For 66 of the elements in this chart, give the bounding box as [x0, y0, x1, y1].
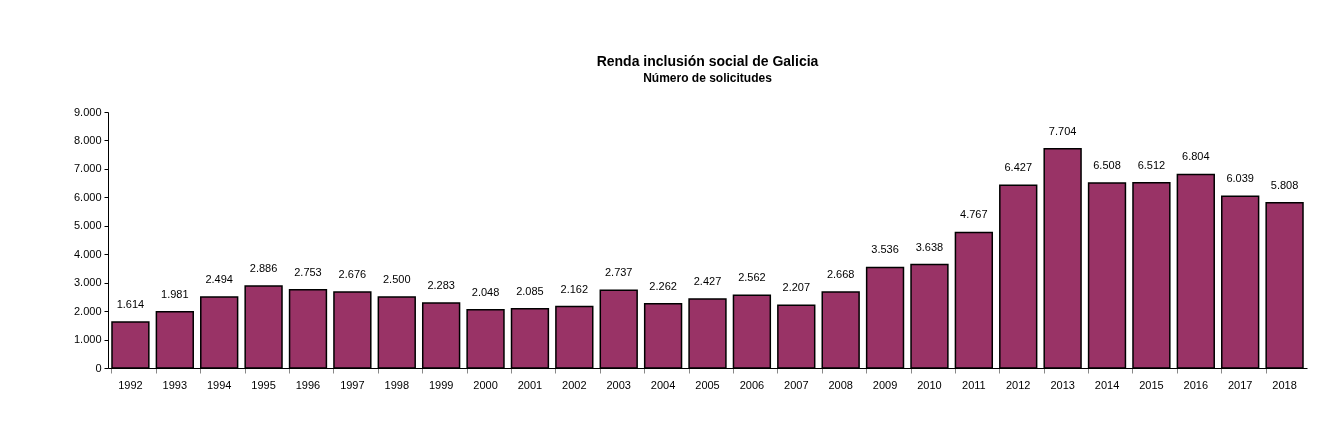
data-label: 2.262	[649, 279, 677, 292]
data-label: 4.767	[960, 208, 988, 221]
data-label: 2.500	[383, 272, 411, 285]
data-label: 2.162	[560, 282, 589, 295]
data-label: 1.981	[161, 287, 189, 300]
data-label: 1.614	[116, 298, 145, 311]
x-tick-label: 2009	[872, 378, 898, 391]
data-label: 3.638	[915, 240, 944, 253]
chart-subtitle: Número de solicitudes	[643, 71, 773, 85]
y-tick-label: 9.000	[73, 105, 102, 118]
y-tick-label: 2.000	[73, 304, 102, 317]
data-label: 2.085	[516, 284, 544, 297]
x-tick-label: 2005	[695, 378, 720, 391]
x-tick-label: 2001	[517, 378, 543, 391]
x-tick-label: 2012	[1005, 378, 1031, 391]
x-tick-label: 2016	[1183, 378, 1209, 391]
y-tick-label: 1.000	[73, 333, 102, 346]
x-tick-label: 1996	[295, 378, 321, 391]
data-label: 2.207	[782, 281, 811, 294]
data-label: 2.427	[693, 274, 722, 287]
x-tick-label: 2000	[473, 378, 498, 391]
y-tick-label: 4.000	[73, 247, 102, 260]
data-label: 6.508	[1093, 158, 1121, 171]
data-label: 2.048	[471, 285, 500, 298]
y-tick-label: 6.000	[73, 190, 102, 203]
data-label: 6.039	[1226, 172, 1254, 185]
y-tick-label: 5.000	[73, 219, 102, 232]
x-tick-label: 1993	[162, 378, 188, 391]
x-tick-label: 2002	[562, 378, 587, 391]
data-label: 6.804	[1182, 150, 1210, 163]
data-label: 2.737	[604, 266, 633, 279]
x-tick-label: 1998	[384, 378, 410, 391]
x-tick-label: 2018	[1272, 378, 1297, 391]
data-label: 2.668	[826, 268, 855, 281]
x-tick-label: 2010	[917, 378, 942, 391]
y-tick-label: 3.000	[73, 276, 102, 289]
x-tick-label: 1997	[340, 378, 365, 391]
x-tick-label: 2011	[962, 378, 986, 391]
data-label: 7.704	[1048, 124, 1077, 137]
data-label: 2.283	[427, 279, 455, 292]
x-tick-label: 1999	[428, 378, 454, 391]
x-tick-label: 2013	[1050, 378, 1075, 391]
x-tick-label: 2008	[828, 378, 853, 391]
y-tick-label: 0	[95, 361, 102, 374]
data-label: 2.886	[249, 261, 278, 274]
x-tick-label: 2017	[1227, 378, 1253, 391]
x-tick-label: 1995	[251, 378, 276, 391]
data-label: 2.753	[294, 265, 322, 278]
data-label: 2.494	[205, 273, 233, 286]
data-label: 2.562	[738, 271, 766, 284]
x-tick-label: 2014	[1094, 378, 1120, 391]
x-tick-label: 2003	[606, 378, 631, 391]
data-label: 5.808	[1270, 178, 1299, 191]
x-tick-label: 2015	[1139, 378, 1164, 391]
data-label: 2.676	[338, 267, 367, 280]
x-tick-label: 1994	[206, 378, 232, 391]
chart-title: Renda inclusión social de Galicia	[596, 53, 819, 69]
data-label: 3.536	[871, 243, 899, 256]
data-label: 6.427	[1004, 161, 1032, 174]
data-label: 6.512	[1137, 158, 1166, 171]
x-tick-label: 2007	[784, 378, 809, 391]
x-tick-label: 2004	[650, 378, 676, 391]
y-tick-label: 7.000	[73, 162, 102, 175]
x-tick-label: 1992	[118, 378, 143, 391]
x-tick-label: 2006	[739, 378, 765, 391]
y-tick-label: 8.000	[73, 133, 102, 146]
